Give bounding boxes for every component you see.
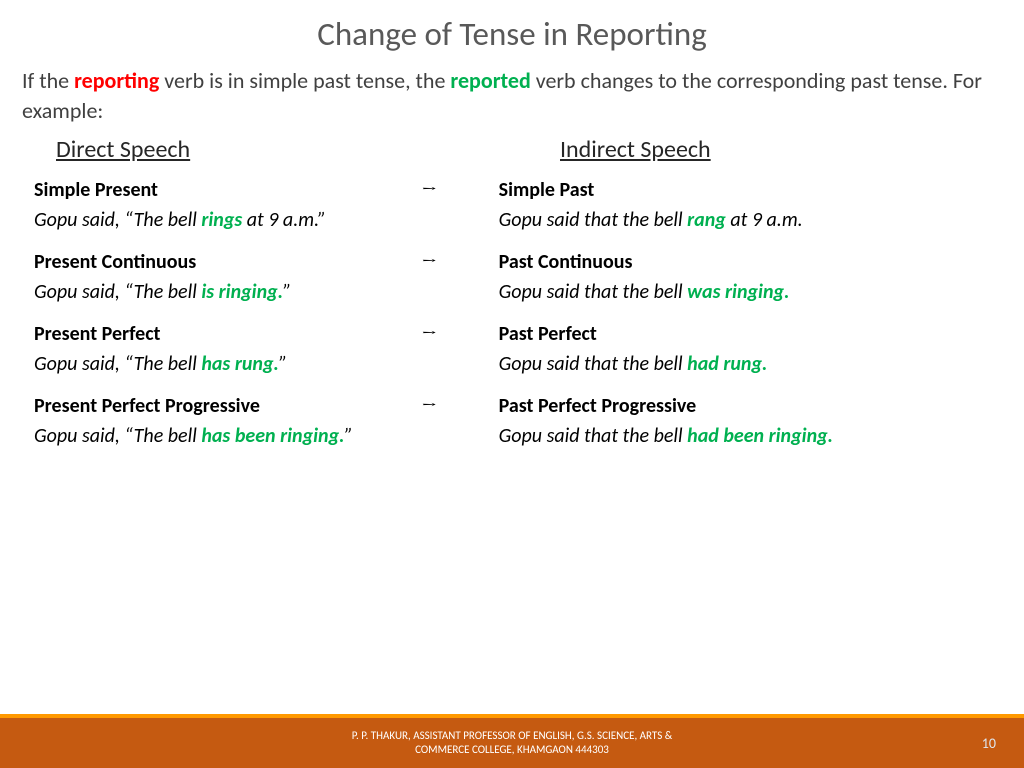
- ex-seg: Gopu said that the bell: [499, 280, 688, 304]
- ex-seg: Gopu said, “The bell: [34, 208, 201, 232]
- tense-indirect: Past Continuous: [499, 250, 1002, 274]
- ex-seg: ”: [345, 424, 353, 448]
- ex-seg: Gopu said, “The bell: [34, 424, 201, 448]
- ex-seg: Gopu said, “The bell: [34, 352, 201, 376]
- tense-direct: Present Perfect Progressive: [34, 394, 421, 418]
- tense-indirect: Simple Past: [499, 178, 1002, 202]
- ex-highlight: has been ringing.: [201, 424, 344, 448]
- example-indirect: Gopu said that the bell was ringing.: [499, 280, 1002, 304]
- example-row: Gopu said, “The bell rings at 9 a.m.” Go…: [34, 208, 1002, 232]
- footer-line-2: COMMERCE COLLEGE, KHAMGAON 444303: [415, 743, 609, 756]
- example-indirect: Gopu said that the bell had rung.: [499, 352, 1002, 376]
- ex-seg: at 9 a.m.”: [242, 208, 326, 232]
- example-indirect: Gopu said that the bell had been ringing…: [499, 424, 1002, 448]
- arrow-icon: →: [421, 394, 498, 417]
- ex-highlight: is ringing.: [201, 280, 283, 304]
- ex-highlight: was ringing.: [687, 280, 789, 304]
- ex-seg: ”: [279, 352, 287, 376]
- footer-line-1: P. P. THAKUR, ASSISTANT PROFESSOR OF ENG…: [352, 729, 673, 742]
- arrow-icon: →: [421, 322, 498, 345]
- tense-direct: Simple Present: [34, 178, 421, 202]
- footer-bar: P. P. THAKUR, ASSISTANT PROFESSOR OF ENG…: [0, 718, 1024, 768]
- example-direct: Gopu said, “The bell has been ringing.”: [34, 424, 499, 448]
- intro-paragraph: If the reporting verb is in simple past …: [0, 60, 1024, 129]
- ex-seg: ”: [283, 280, 291, 304]
- example-direct: Gopu said, “The bell has rung.”: [34, 352, 499, 376]
- ex-seg: at 9 a.m.: [726, 208, 803, 232]
- ex-seg: Gopu said that the bell: [499, 424, 688, 448]
- intro-highlight-reported: reported: [450, 67, 530, 94]
- tense-row: Present Perfect Progressive → Past Perfe…: [34, 394, 1002, 418]
- example-direct: Gopu said, “The bell is ringing.”: [34, 280, 499, 304]
- tense-row: Present Continuous → Past Continuous: [34, 250, 1002, 274]
- arrow-icon: →: [421, 250, 498, 273]
- footer-credit: P. P. THAKUR, ASSISTANT PROFESSOR OF ENG…: [352, 729, 673, 757]
- arrow-icon: →: [421, 178, 498, 201]
- ex-highlight: rings: [201, 208, 242, 232]
- intro-seg-1: If the: [22, 67, 74, 94]
- ex-highlight: has rung.: [201, 352, 279, 376]
- tense-direct: Present Continuous: [34, 250, 421, 274]
- example-row: Gopu said, “The bell has been ringing.” …: [34, 424, 1002, 448]
- page-number: 10: [982, 735, 996, 752]
- example-indirect: Gopu said that the bell rang at 9 a.m.: [499, 208, 1002, 232]
- example-direct: Gopu said, “The bell rings at 9 a.m.”: [34, 208, 499, 232]
- slide-title: Change of Tense in Reporting: [0, 0, 1024, 60]
- intro-highlight-reporting: reporting: [74, 67, 159, 94]
- ex-highlight: had been ringing.: [687, 424, 833, 448]
- column-headers: Direct Speech Indirect Speech: [34, 135, 1002, 164]
- content-grid: Direct Speech Indirect Speech Simple Pre…: [0, 129, 1024, 448]
- header-indirect-speech: Indirect Speech: [518, 135, 1002, 164]
- intro-seg-2: verb is in simple past tense, the: [159, 67, 450, 94]
- tense-indirect: Past Perfect Progressive: [499, 394, 1002, 418]
- tense-indirect: Past Perfect: [499, 322, 1002, 346]
- tense-row: Simple Present → Simple Past: [34, 178, 1002, 202]
- example-row: Gopu said, “The bell is ringing.” Gopu s…: [34, 280, 1002, 304]
- example-row: Gopu said, “The bell has rung.” Gopu sai…: [34, 352, 1002, 376]
- tense-row: Present Perfect → Past Perfect: [34, 322, 1002, 346]
- header-direct-speech: Direct Speech: [34, 135, 518, 164]
- slide: Change of Tense in Reporting If the repo…: [0, 0, 1024, 768]
- ex-seg: Gopu said that the bell: [499, 352, 688, 376]
- ex-seg: Gopu said that the bell: [499, 208, 688, 232]
- slide-footer: P. P. THAKUR, ASSISTANT PROFESSOR OF ENG…: [0, 714, 1024, 768]
- tense-direct: Present Perfect: [34, 322, 421, 346]
- ex-highlight: rang: [687, 208, 726, 232]
- ex-seg: Gopu said, “The bell: [34, 280, 201, 304]
- ex-highlight: had rung.: [687, 352, 767, 376]
